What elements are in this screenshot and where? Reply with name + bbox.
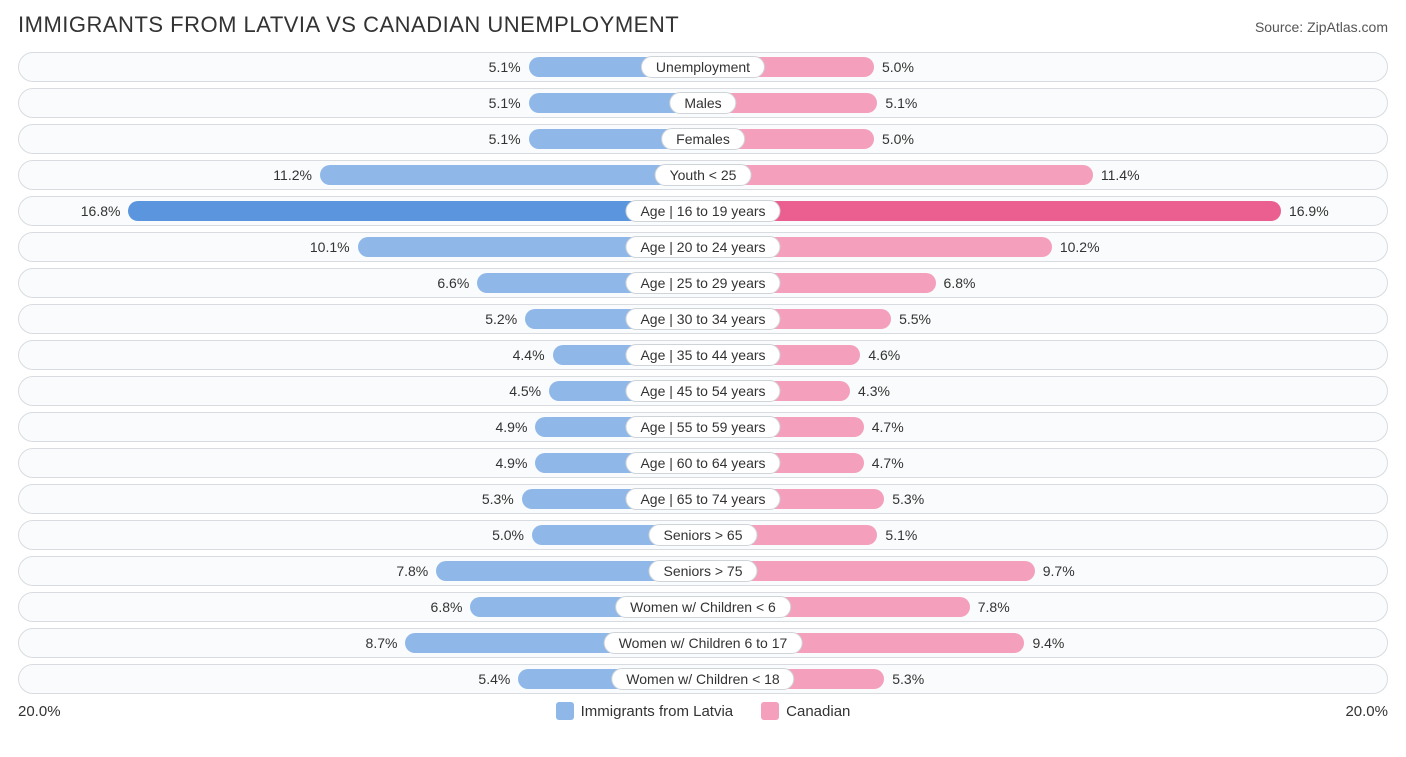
category-label: Age | 30 to 34 years [625,308,780,330]
value-left: 6.8% [431,599,463,615]
value-left: 4.9% [496,455,528,471]
chart-row: 6.6% 6.8% Age | 25 to 29 years [18,268,1388,298]
bar-left [128,201,703,221]
chart-row: 5.1% 5.1% Males [18,88,1388,118]
legend: Immigrants from Latvia Canadian [98,702,1308,720]
chart-row: 8.7% 9.4% Women w/ Children 6 to 17 [18,628,1388,658]
chart-row: 4.5% 4.3% Age | 45 to 54 years [18,376,1388,406]
value-right: 4.3% [858,383,890,399]
chart-row: 5.1% 5.0% Unemployment [18,52,1388,82]
category-label: Seniors > 75 [649,560,758,582]
chart-row: 4.9% 4.7% Age | 60 to 64 years [18,448,1388,478]
category-label: Women w/ Children < 18 [611,668,794,690]
category-label: Age | 16 to 19 years [625,200,780,222]
chart-source: Source: ZipAtlas.com [1255,19,1388,35]
value-right: 9.4% [1032,635,1064,651]
value-right: 5.5% [899,311,931,327]
category-label: Males [669,92,736,114]
bar-right [703,201,1281,221]
value-right: 6.8% [944,275,976,291]
value-right: 5.1% [885,527,917,543]
legend-label-left: Immigrants from Latvia [581,703,734,720]
value-left: 7.8% [396,563,428,579]
legend-item-right: Canadian [761,702,850,720]
category-label: Age | 55 to 59 years [625,416,780,438]
value-right: 5.0% [882,59,914,75]
value-left: 8.7% [366,635,398,651]
chart-title: IMMIGRANTS FROM LATVIA VS CANADIAN UNEMP… [18,12,679,38]
chart-row: 5.4% 5.3% Women w/ Children < 18 [18,664,1388,694]
value-right: 11.4% [1101,167,1140,183]
category-label: Unemployment [641,56,765,78]
category-label: Age | 20 to 24 years [625,236,780,258]
value-right: 16.9% [1289,203,1329,219]
value-left: 5.1% [489,95,521,111]
chart-row: 11.2% 11.4% Youth < 25 [18,160,1388,190]
chart-row: 5.2% 5.5% Age | 30 to 34 years [18,304,1388,334]
category-label: Women w/ Children 6 to 17 [604,632,803,654]
legend-label-right: Canadian [786,703,850,720]
value-left: 5.3% [482,491,514,507]
value-right: 5.3% [892,671,924,687]
category-label: Females [661,128,745,150]
chart-row: 7.8% 9.7% Seniors > 75 [18,556,1388,586]
value-left: 5.4% [478,671,510,687]
value-right: 7.8% [978,599,1010,615]
category-label: Age | 65 to 74 years [625,488,780,510]
value-left: 10.1% [310,239,350,255]
axis-max-right: 20.0% [1308,703,1388,720]
chart-row: 5.3% 5.3% Age | 65 to 74 years [18,484,1388,514]
value-right: 9.7% [1043,563,1075,579]
category-label: Women w/ Children < 6 [615,596,791,618]
value-right: 4.7% [872,455,904,471]
legend-swatch-right [761,702,779,720]
value-left: 4.4% [513,347,545,363]
bar-left [320,165,703,185]
value-left: 11.2% [273,167,312,183]
category-label: Age | 35 to 44 years [625,344,780,366]
chart-row: 4.4% 4.6% Age | 35 to 44 years [18,340,1388,370]
value-right: 4.7% [872,419,904,435]
chart-row: 6.8% 7.8% Women w/ Children < 6 [18,592,1388,622]
value-right: 4.6% [868,347,900,363]
category-label: Age | 60 to 64 years [625,452,780,474]
category-label: Age | 25 to 29 years [625,272,780,294]
value-right: 5.3% [892,491,924,507]
category-label: Age | 45 to 54 years [625,380,780,402]
diverging-bar-chart: 5.1%5.0%Unemployment5.1%5.1%Males5.1%5.0… [18,52,1388,694]
value-left: 5.1% [489,131,521,147]
value-left: 5.2% [485,311,517,327]
value-right: 10.2% [1060,239,1100,255]
chart-row: 5.0% 5.1% Seniors > 65 [18,520,1388,550]
chart-row: 16.8% 16.9% Age | 16 to 19 years [18,196,1388,226]
legend-item-left: Immigrants from Latvia [556,702,734,720]
chart-header: IMMIGRANTS FROM LATVIA VS CANADIAN UNEMP… [18,12,1388,38]
axis-max-left: 20.0% [18,703,98,720]
value-left: 4.9% [496,419,528,435]
bar-right [703,165,1093,185]
legend-swatch-left [556,702,574,720]
category-label: Youth < 25 [655,164,752,186]
value-right: 5.0% [882,131,914,147]
chart-footer: 20.0% Immigrants from Latvia Canadian 20… [18,702,1388,720]
value-left: 6.6% [437,275,469,291]
value-right: 5.1% [885,95,917,111]
category-label: Seniors > 65 [649,524,758,546]
value-left: 5.0% [492,527,524,543]
value-left: 5.1% [489,59,521,75]
value-left: 16.8% [81,203,121,219]
chart-row: 10.1% 10.2% Age | 20 to 24 years [18,232,1388,262]
value-left: 4.5% [509,383,541,399]
chart-row: 4.9% 4.7% Age | 55 to 59 years [18,412,1388,442]
chart-row: 5.1% 5.0% Females [18,124,1388,154]
